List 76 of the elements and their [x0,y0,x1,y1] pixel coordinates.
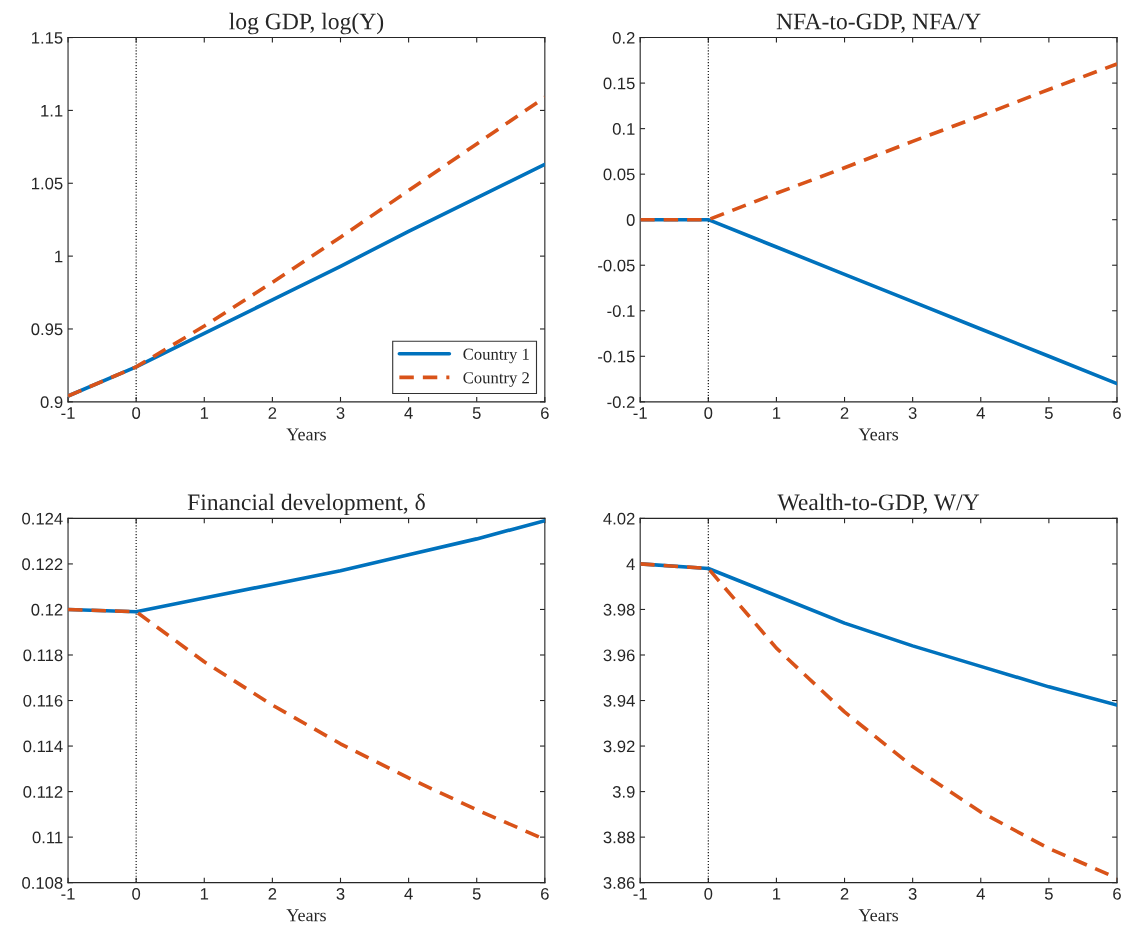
x-tick-label: -1 [633,407,647,419]
y-tick-label: 3.88 [603,831,635,844]
y-tick-label: 0.122 [22,558,63,571]
y-tick-label: 0.9 [40,396,63,409]
x-tick-label: 5 [1044,888,1053,900]
legend-label: Country 2 [463,372,529,387]
x-tick-label: 1 [773,407,781,419]
line-series [640,62,1117,222]
y-tick-label: 0.108 [22,877,63,889]
y-tick-label: 4 [626,558,635,570]
y-tick-label: 1 [55,250,63,263]
y-tick-label: 0.112 [23,785,63,798]
y-tick-label: 0 [626,214,635,226]
x-tick-label: 2 [840,407,849,419]
y-tick-label: 0.95 [31,323,63,336]
x-tick-label: 1 [200,407,209,419]
chart-title: log GDP, log(Y) [229,12,384,35]
x-axis-title: Years [286,909,326,922]
x-tick-label: -1 [633,888,647,900]
x-tick-label: 3 [908,407,917,419]
y-tick-label: -0.2 [607,396,635,409]
x-tick-label: 4 [404,407,413,419]
y-tick-label: 0.11 [32,831,63,844]
x-axis-title: Years [858,428,899,441]
y-tick-label: 1.05 [32,177,63,190]
x-tick-label: 2 [840,887,849,900]
x-tick-label: 0 [132,887,141,900]
y-tick-label: 3.9 [612,785,635,798]
y-tick-label: 0.12 [31,603,63,616]
x-tick-label: 4 [976,888,985,900]
y-tick-label: 1.15 [32,32,63,44]
x-tick-label: 1 [200,888,209,900]
x-tick-label: 6 [541,887,549,900]
x-tick-label: -1 [61,888,75,900]
y-tick-label: 0.114 [23,740,63,753]
x-tick-label: -1 [61,407,75,419]
x-tick-label: 3 [336,887,345,900]
x-tick-label: 2 [268,407,277,419]
x-tick-label: 0 [704,887,713,900]
y-tick-label: -0.15 [598,350,635,363]
x-axis-title: Years [286,428,326,441]
y-tick-label: -0.1 [607,305,635,317]
y-tick-label: 0.05 [603,168,635,181]
x-tick-label: 2 [268,887,277,900]
x-tick-label: 6 [541,407,549,419]
x-tick-label: 1 [773,888,781,900]
y-tick-label: -0.05 [598,259,635,272]
x-tick-label: 4 [404,888,413,900]
chart-title: Financial development, δ [187,493,425,516]
x-tick-label: 4 [976,407,985,419]
x-tick-label: 3 [336,407,345,419]
y-tick-label: 3.94 [603,694,635,707]
x-tick-label: 5 [1044,407,1053,419]
x-tick-label: 0 [704,407,713,419]
x-tick-label: 6 [1113,887,1121,900]
x-axis-title: Years [858,909,899,922]
x-tick-label: 3 [908,887,917,900]
y-tick-label: 3.98 [603,603,635,616]
x-tick-label: 0 [132,407,141,419]
y-tick-label: 0.15 [603,77,635,90]
y-tick-label: 0.1 [612,123,635,135]
y-tick-label: 4.02 [603,512,635,525]
chart-title: NFA-to-GDP, NFA/Y [776,13,981,33]
y-tick-label: 0.118 [23,649,63,662]
y-tick-label: 0.2 [612,31,635,44]
x-tick-label: 5 [472,888,481,900]
chart-title: Wealth-to-GDP, W/Y [777,493,980,514]
x-tick-label: 5 [472,407,481,419]
y-tick-label: 3.86 [603,877,635,889]
x-tick-label: 6 [1113,407,1121,419]
y-tick-label: 3.96 [603,649,635,662]
y-tick-label: 3.92 [603,740,635,753]
y-tick-label: 1.1 [41,104,63,117]
legend-label: Country 1 [463,348,529,364]
y-tick-label: 0.116 [23,694,63,707]
y-tick-label: 0.124 [22,512,63,525]
